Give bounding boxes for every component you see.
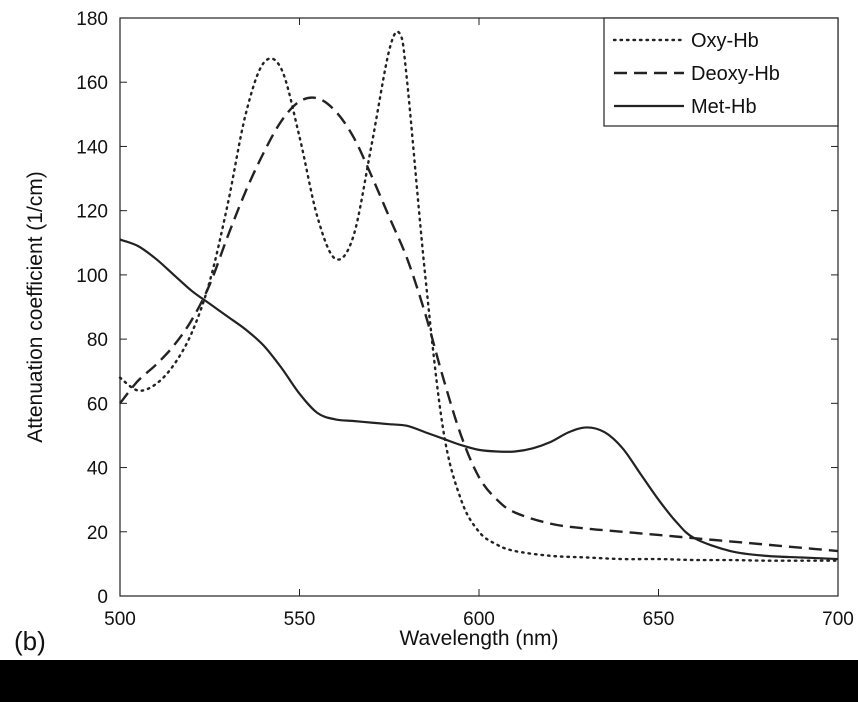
series-line-oxy-hb [118, 30, 840, 562]
panel-label: (b) [14, 626, 46, 656]
bottom-bar [0, 660, 858, 702]
y-tick-label: 0 [97, 587, 108, 608]
x-tick-label: 600 [463, 609, 495, 630]
legend: Oxy-Hb Deoxy-Hb Met-Hb [603, 17, 839, 127]
y-tick-label: 120 [76, 202, 108, 223]
series-line-met-hb [119, 238, 839, 561]
y-tick-label: 160 [76, 73, 108, 94]
y-tick-label: 40 [87, 459, 108, 480]
y-tick-labels: 0 20 40 60 80 100 120 140 160 180 [76, 9, 108, 608]
y-tick-label: 80 [87, 330, 108, 351]
x-tick-label: 700 [822, 609, 854, 630]
x-tick-label: 650 [643, 609, 675, 630]
legend-label-oxy-hb: Oxy-Hb [691, 30, 759, 52]
y-tick-label: 60 [87, 394, 108, 415]
series-line-deoxy-hb [119, 96, 839, 553]
y-tick-label: 20 [87, 523, 108, 544]
series-lines [118, 30, 840, 562]
y-tick-label: 180 [76, 9, 108, 30]
y-axis-title: Attenuation coefficient (1/cm) [24, 171, 47, 443]
x-tick-label: 500 [104, 609, 136, 630]
x-tick-labels: 500 550 600 650 700 [104, 609, 854, 630]
x-axis-title: Wavelength (nm) [399, 627, 558, 650]
y-tick-label: 100 [76, 266, 108, 287]
legend-label-met-hb: Met-Hb [691, 96, 757, 118]
attenuation-chart: 500 550 600 650 700 0 20 40 60 80 100 120 140 160 180… [14, 9, 854, 656]
legend-label-deoxy-hb: Deoxy-Hb [691, 63, 780, 85]
y-tick-label: 140 [76, 137, 108, 158]
x-tick-label: 550 [284, 609, 316, 630]
